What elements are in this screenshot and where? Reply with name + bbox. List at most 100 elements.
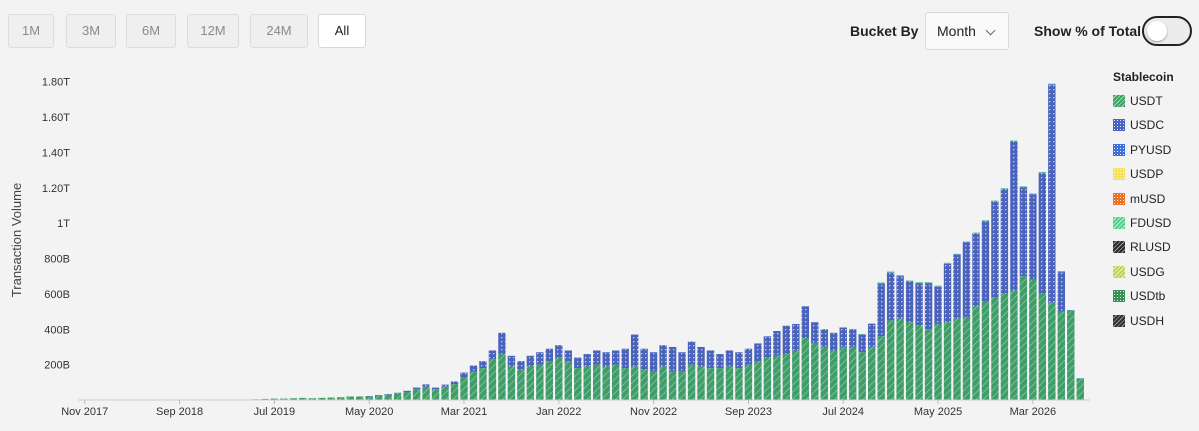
legend-label: RLUSD	[1130, 240, 1171, 255]
bar-fdusd	[1029, 193, 1037, 194]
bar-usdt	[431, 389, 440, 400]
bar-usdt	[934, 323, 942, 400]
bar-usdt	[877, 336, 885, 400]
bar-usdc	[583, 354, 591, 367]
range-24m-button[interactable]: 24M	[250, 14, 308, 48]
x-tick-label: Jul 2019	[254, 406, 296, 418]
legend-swatch	[1113, 265, 1125, 278]
bar-usdc	[905, 281, 914, 323]
bar-usdc	[574, 357, 582, 369]
bar-usdt	[441, 386, 449, 400]
legend-label: USDH	[1130, 313, 1165, 328]
legend-label: USDC	[1130, 118, 1165, 133]
bar-usdt	[536, 364, 544, 400]
bar-usdc	[517, 361, 525, 370]
bar-usdc	[972, 233, 980, 307]
bar-usdc	[469, 365, 478, 372]
show-percent-label: Show % of Total	[1034, 23, 1142, 39]
bar-usdt	[1067, 311, 1075, 400]
x-tick-label: Mar 2026	[1010, 406, 1056, 418]
bar-fdusd	[849, 328, 857, 330]
y-tick-label: 200B	[44, 360, 70, 372]
legend-title: Stablecoin	[1113, 70, 1174, 84]
bar-usdt	[820, 346, 828, 400]
bar-pyusd	[924, 282, 933, 284]
range-3m-button[interactable]: 3M	[66, 14, 116, 48]
bar-usdt	[270, 398, 279, 400]
bucket-by-select[interactable]: Month	[925, 12, 1009, 50]
bar-fdusd	[934, 285, 942, 287]
bar-usdt	[697, 366, 705, 400]
bar-usdt	[593, 364, 601, 400]
bar-usdt	[346, 396, 354, 400]
x-tick-label: Sep 2023	[725, 406, 772, 418]
bar-usdt	[792, 350, 800, 400]
bar-fdusd	[896, 274, 904, 276]
bucket-by-label: Bucket By	[850, 23, 919, 39]
legend-swatch	[1113, 314, 1125, 327]
bucket-by-value: Month	[937, 23, 976, 39]
bar-pyusd	[915, 282, 923, 284]
bar-usdt	[299, 397, 307, 400]
bar-usdc	[611, 350, 620, 365]
legend-swatch	[1113, 192, 1125, 205]
bar-pyusd	[962, 241, 971, 243]
bar-pyusd	[905, 281, 914, 282]
bar-usdt	[507, 366, 516, 400]
range-12m-button[interactable]: 12M	[187, 14, 239, 48]
bar-usdc	[811, 322, 819, 344]
bar-usdt	[630, 366, 639, 400]
bar-usdc	[507, 355, 516, 367]
y-tick-label: 800B	[44, 254, 70, 266]
bar-fdusd	[943, 262, 952, 264]
bar-usdt	[981, 300, 990, 400]
bar-usdt	[668, 371, 677, 400]
bar-usdc	[801, 306, 810, 339]
bar-usdc	[678, 352, 686, 372]
bar-usdc	[716, 354, 724, 369]
bar-fdusd	[1057, 271, 1065, 272]
bar-usdt	[716, 368, 724, 400]
x-tick-label: May 2025	[914, 406, 962, 418]
bar-usdc	[735, 352, 743, 369]
bar-usdc	[915, 283, 923, 326]
bar-usdc	[1057, 272, 1065, 312]
legend-swatch	[1113, 241, 1125, 254]
bar-usdt	[782, 354, 791, 400]
bar-usdt	[687, 364, 696, 400]
bar-fdusd	[915, 282, 923, 283]
bar-fdusd	[1067, 309, 1075, 311]
range-all-button[interactable]: All	[318, 14, 366, 48]
bar-usdt	[517, 369, 525, 400]
show-percent-toggle[interactable]	[1142, 16, 1192, 46]
bar-usdc	[488, 350, 497, 360]
bar-usdc	[867, 323, 876, 347]
bar-usdt	[583, 366, 591, 400]
bar-usdt	[1076, 378, 1084, 400]
bar-usdc	[820, 329, 828, 347]
bar-usdc	[687, 341, 696, 365]
bar-usdc	[981, 221, 990, 301]
bar-usdt	[1057, 311, 1065, 400]
bar-usdt	[602, 366, 610, 400]
bar-usdc	[886, 272, 895, 321]
legend-label: USDtb	[1130, 289, 1166, 304]
bar-usdc	[1038, 173, 1047, 294]
legend-label: mUSD	[1130, 191, 1166, 206]
bar-usdc	[630, 334, 639, 367]
bar-usdt	[460, 377, 468, 400]
bar-usdc	[725, 350, 734, 367]
bar-usdc	[564, 350, 572, 362]
bar-usdt	[1000, 293, 1009, 400]
bar-usdc	[924, 283, 933, 330]
bar-usdt	[574, 368, 582, 400]
range-6m-button[interactable]: 6M	[126, 14, 176, 48]
legend-label: PYUSD	[1130, 142, 1172, 157]
bar-usdt	[403, 392, 411, 400]
range-1m-button[interactable]: 1M	[8, 14, 54, 48]
bar-usdt	[365, 396, 373, 400]
bar-usdc	[393, 392, 402, 394]
bar-usdc	[697, 346, 705, 367]
bar-usdc	[365, 396, 373, 397]
bar-usdt	[953, 318, 961, 400]
